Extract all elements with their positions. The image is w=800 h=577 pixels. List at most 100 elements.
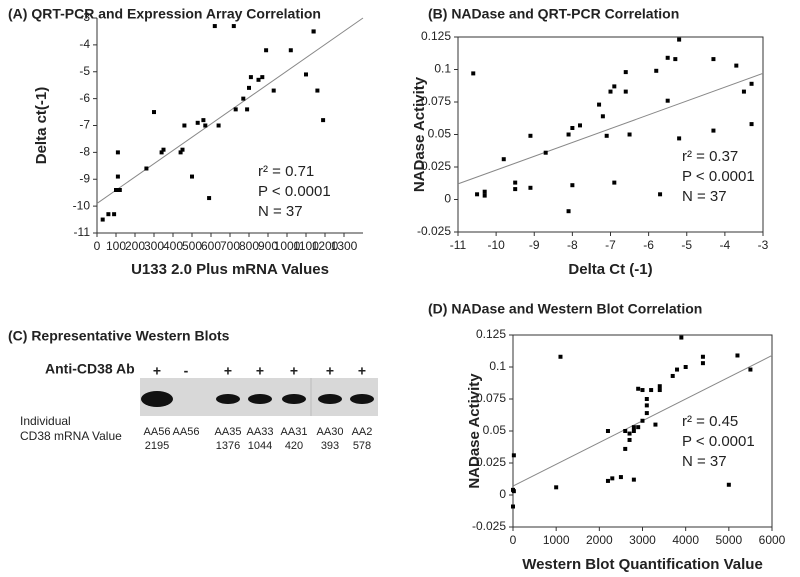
data-point xyxy=(115,150,120,155)
data-point xyxy=(471,71,476,76)
x-tick-label: -7 xyxy=(605,238,616,252)
data-point xyxy=(566,209,571,214)
data-point xyxy=(304,72,308,77)
data-point xyxy=(610,476,615,481)
data-point xyxy=(216,123,221,128)
stat-annotation: r² = 0.45 xyxy=(682,413,738,430)
data-point xyxy=(673,57,678,62)
x-tick-label: 200 xyxy=(125,239,145,253)
y-tick-label: 0 xyxy=(444,192,451,206)
value-label: CD38 mRNA Value xyxy=(20,429,122,443)
y-tick-label: -9 xyxy=(79,171,90,185)
y-tick-label: -5 xyxy=(79,64,90,78)
data-point xyxy=(100,217,105,222)
x-tick-label: -5 xyxy=(681,238,692,252)
lane-label: AA31 xyxy=(281,426,308,438)
x-tick-label: 2000 xyxy=(586,533,613,547)
stat-annotation: P < 0.0001 xyxy=(682,168,755,185)
lane-value: 420 xyxy=(285,440,303,452)
data-point xyxy=(677,136,682,141)
data-point xyxy=(631,477,636,482)
data-point xyxy=(112,212,117,217)
data-point xyxy=(578,123,582,128)
data-point xyxy=(653,422,658,427)
data-point xyxy=(511,489,516,494)
data-point xyxy=(683,365,688,369)
data-point xyxy=(623,70,628,75)
lane-label: AA56 xyxy=(144,426,171,438)
blot-band xyxy=(282,394,306,404)
stat-annotation: P < 0.0001 xyxy=(258,183,331,200)
x-tick-label: -9 xyxy=(529,238,540,252)
treatment-sign: + xyxy=(358,363,366,379)
data-point xyxy=(631,429,636,433)
y-tick-label: 0.05 xyxy=(428,127,452,141)
data-point xyxy=(627,437,632,442)
data-point xyxy=(570,126,575,130)
blot-band xyxy=(318,394,342,404)
row-label: Anti-CD38 Ab xyxy=(45,361,135,377)
y-tick-label: -4 xyxy=(79,37,90,51)
data-point xyxy=(482,189,487,194)
data-point xyxy=(636,386,641,391)
y-axis-label: NADase Activity xyxy=(411,76,428,192)
y-tick-label: 0.1 xyxy=(434,62,451,76)
data-point xyxy=(748,367,753,372)
x-axis-label: Western Blot Quantification Value xyxy=(522,556,763,573)
data-point xyxy=(190,174,194,179)
stat-annotation: N = 37 xyxy=(682,188,727,205)
data-point xyxy=(631,425,636,430)
blot-band xyxy=(216,394,240,404)
x-tick-label: 1000 xyxy=(543,533,570,547)
data-point xyxy=(511,504,515,509)
data-point xyxy=(501,157,506,162)
treatment-sign: + xyxy=(256,363,264,379)
blot-band xyxy=(350,394,374,404)
data-point xyxy=(511,453,516,458)
y-tick-label: -0.025 xyxy=(472,519,506,533)
y-tick-label: 0.025 xyxy=(476,455,506,469)
data-point xyxy=(528,133,533,138)
data-point xyxy=(114,188,118,192)
chart-title: (B) NADase and QRT-PCR Correlation xyxy=(428,6,679,22)
data-point xyxy=(271,88,276,93)
x-axis-label: Delta Ct (-1) xyxy=(568,261,652,278)
x-tick-label: 4000 xyxy=(672,533,699,547)
data-point xyxy=(612,84,617,89)
data-point xyxy=(644,397,649,401)
data-point xyxy=(288,48,293,53)
y-tick-label: 0.05 xyxy=(483,423,507,437)
y-tick-label: -8 xyxy=(79,145,90,159)
y-tick-label: -6 xyxy=(79,91,90,105)
lane-label: AA35 xyxy=(215,426,242,438)
data-point xyxy=(623,446,628,451)
y-tick-label: 0.1 xyxy=(489,359,506,373)
data-point xyxy=(195,120,200,125)
data-point xyxy=(482,193,487,198)
data-point xyxy=(248,75,253,80)
data-point xyxy=(260,75,265,80)
treatment-sign: + xyxy=(290,363,298,379)
x-tick-label: 0 xyxy=(510,533,517,547)
data-point xyxy=(749,122,754,127)
lane-value: 1044 xyxy=(248,440,272,452)
data-point xyxy=(321,118,326,123)
x-tick-label: 3000 xyxy=(629,533,656,547)
treatment-sign: + xyxy=(326,363,334,379)
data-point xyxy=(600,114,605,119)
x-tick-label: 6000 xyxy=(759,533,786,547)
data-point xyxy=(115,174,120,179)
x-tick-label: 400 xyxy=(163,239,183,253)
x-tick-label: -3 xyxy=(758,238,769,252)
chart-title: (C) Representative Western Blots xyxy=(8,328,230,344)
data-point xyxy=(627,431,632,436)
blot-band xyxy=(141,391,173,407)
trendline xyxy=(457,72,764,185)
x-tick-label: 900 xyxy=(258,239,278,253)
data-point xyxy=(247,85,251,90)
data-point xyxy=(665,98,670,103)
data-point xyxy=(726,482,731,487)
x-tick-label: -8 xyxy=(567,238,578,252)
y-tick-label: 0.075 xyxy=(421,94,451,108)
